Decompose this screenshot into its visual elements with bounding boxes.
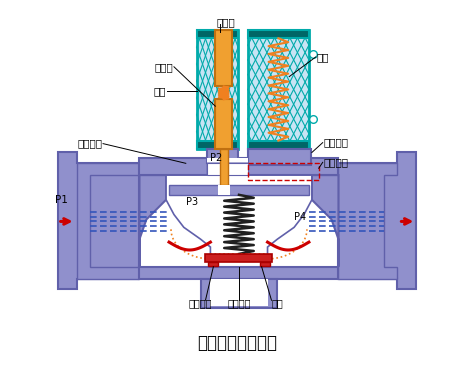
Polygon shape	[209, 262, 219, 266]
Polygon shape	[77, 163, 139, 279]
Polygon shape	[220, 149, 228, 185]
Polygon shape	[215, 30, 232, 86]
Polygon shape	[208, 163, 248, 175]
Polygon shape	[58, 152, 139, 289]
Polygon shape	[312, 175, 338, 267]
Polygon shape	[169, 185, 309, 195]
Text: P2: P2	[210, 153, 223, 163]
Polygon shape	[338, 163, 397, 279]
Text: 主阀阀芯: 主阀阀芯	[227, 298, 251, 308]
Text: 导阀阀座: 导阀阀座	[324, 138, 349, 148]
Polygon shape	[338, 152, 416, 289]
Polygon shape	[197, 141, 238, 149]
Polygon shape	[210, 279, 267, 306]
Polygon shape	[248, 30, 309, 38]
Text: 管道联系式电磁阀: 管道联系式电磁阀	[197, 333, 277, 351]
Text: 定铁心: 定铁心	[217, 17, 236, 28]
Polygon shape	[208, 158, 248, 175]
Text: P1: P1	[55, 195, 68, 205]
Text: 动铁心: 动铁心	[154, 62, 173, 72]
Text: P3: P3	[186, 197, 198, 207]
Text: 泄孔孔道: 泄孔孔道	[324, 158, 349, 167]
Polygon shape	[260, 262, 270, 266]
Polygon shape	[248, 30, 309, 149]
Text: 平衡孔道: 平衡孔道	[77, 139, 102, 149]
Text: P4: P4	[294, 212, 306, 223]
Polygon shape	[248, 141, 309, 149]
Polygon shape	[201, 279, 277, 308]
Text: 膜片: 膜片	[272, 298, 283, 308]
Text: 主阀阀座: 主阀阀座	[189, 298, 212, 308]
Polygon shape	[166, 163, 312, 259]
Text: 线圈: 线圈	[154, 86, 166, 96]
Polygon shape	[208, 149, 238, 163]
Polygon shape	[197, 30, 238, 149]
Polygon shape	[139, 175, 166, 267]
Polygon shape	[206, 254, 273, 262]
Polygon shape	[139, 158, 338, 175]
Text: 弹簧: 弹簧	[317, 52, 329, 62]
Polygon shape	[215, 99, 232, 149]
Polygon shape	[139, 267, 338, 279]
Polygon shape	[219, 185, 230, 195]
Polygon shape	[248, 149, 311, 165]
Polygon shape	[197, 30, 238, 38]
